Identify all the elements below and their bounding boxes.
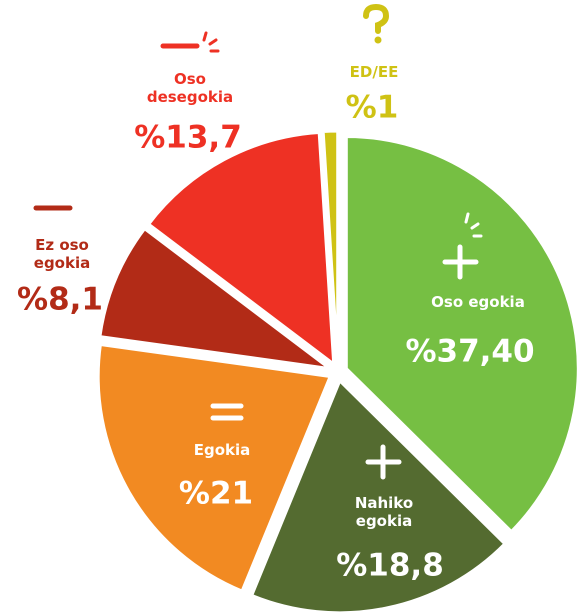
value-label: %13,7 (134, 119, 242, 156)
pie-slice (249, 378, 507, 615)
value-label: %1 (345, 89, 399, 126)
pie-slice (321, 129, 340, 364)
slice-label: Egokia (193, 441, 251, 459)
slice-label: Ez oso egokia (33, 236, 91, 272)
question-icon (374, 36, 382, 44)
slice-label: ED/EE (349, 63, 399, 81)
slice-label: Oso egokia (431, 293, 525, 311)
pie-slice (98, 226, 336, 371)
question-icon (363, 3, 390, 34)
spark-icon (202, 31, 220, 53)
value-label: %21 (178, 475, 254, 512)
slice-label: Nahiko egokia (354, 494, 414, 530)
pie-slice (344, 135, 580, 534)
value-label: %37,40 (405, 333, 535, 370)
pie-slice (96, 342, 333, 594)
value-label: %18,8 (336, 547, 444, 584)
icons (33, 3, 483, 480)
slice-label: Oso desegokia (146, 70, 234, 106)
value-label: %8,1 (17, 281, 103, 318)
pie-slice (146, 130, 336, 368)
spark-icon (464, 212, 483, 238)
